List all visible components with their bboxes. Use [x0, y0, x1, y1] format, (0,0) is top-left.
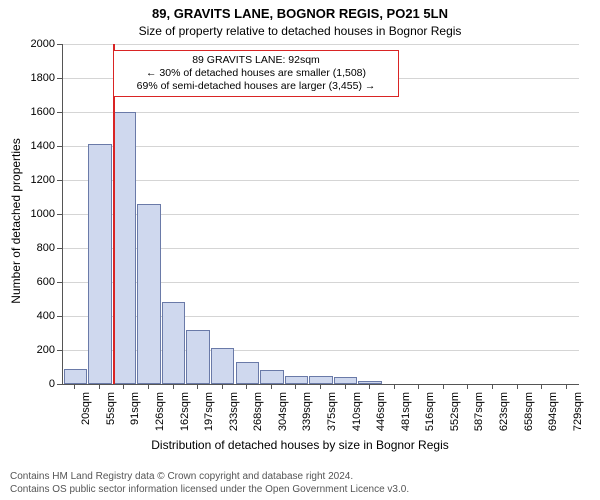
xtick-mark	[418, 384, 419, 389]
xtick-mark	[148, 384, 149, 389]
xtick-label: 91sqm	[129, 392, 141, 436]
xtick-mark	[369, 384, 370, 389]
xtick-label: 587sqm	[473, 392, 485, 436]
gridline	[63, 44, 579, 45]
xtick-mark	[271, 384, 272, 389]
xtick-mark	[320, 384, 321, 389]
footer-line2: Contains OS public sector information li…	[10, 484, 409, 497]
xtick-label: 20sqm	[80, 392, 92, 436]
bar	[260, 370, 283, 384]
ytick-mark	[57, 350, 62, 351]
ytick-mark	[57, 384, 62, 385]
ytick-mark	[57, 316, 62, 317]
xtick-label: 55sqm	[105, 392, 117, 436]
bar	[113, 112, 136, 384]
bar	[334, 377, 357, 384]
xtick-mark	[394, 384, 395, 389]
xtick-mark	[467, 384, 468, 389]
chart-subtitle: Size of property relative to detached ho…	[0, 24, 600, 38]
ytick-label: 2000	[31, 38, 55, 50]
ytick-mark	[57, 214, 62, 215]
ytick-label: 1200	[31, 174, 55, 186]
bar	[162, 302, 185, 384]
ytick-mark	[57, 44, 62, 45]
x-axis-title: Distribution of detached houses by size …	[0, 438, 600, 452]
xtick-label: 339sqm	[301, 392, 313, 436]
xtick-mark	[295, 384, 296, 389]
y-axis-title: Number of detached properties	[9, 138, 23, 303]
annotation-line1: 89 GRAVITS LANE: 92sqm	[120, 54, 392, 67]
ytick-label: 200	[37, 344, 55, 356]
ytick-label: 600	[37, 276, 55, 288]
bar	[211, 348, 234, 384]
xtick-mark	[197, 384, 198, 389]
ytick-mark	[57, 78, 62, 79]
xtick-label: 658sqm	[523, 392, 535, 436]
xtick-mark	[345, 384, 346, 389]
xtick-label: 694sqm	[547, 392, 559, 436]
ytick-label: 1400	[31, 140, 55, 152]
xtick-label: 729sqm	[572, 392, 584, 436]
xtick-mark	[566, 384, 567, 389]
xtick-mark	[492, 384, 493, 389]
xtick-label: 623sqm	[498, 392, 510, 436]
xtick-mark	[123, 384, 124, 389]
xtick-mark	[173, 384, 174, 389]
xtick-mark	[541, 384, 542, 389]
annotation-line3: 69% of semi-detached houses are larger (…	[120, 80, 392, 93]
xtick-label: 162sqm	[179, 392, 191, 436]
bar	[285, 376, 308, 385]
xtick-mark	[246, 384, 247, 389]
footer: Contains HM Land Registry data © Crown c…	[10, 471, 409, 496]
xtick-mark	[443, 384, 444, 389]
chart-title: 89, GRAVITS LANE, BOGNOR REGIS, PO21 5LN	[0, 6, 600, 21]
xtick-label: 197sqm	[203, 392, 215, 436]
xtick-mark	[99, 384, 100, 389]
xtick-label: 516sqm	[424, 392, 436, 436]
ytick-mark	[57, 180, 62, 181]
ytick-mark	[57, 282, 62, 283]
annotation-line2: ← 30% of detached houses are smaller (1,…	[120, 67, 392, 80]
ytick-label: 0	[49, 378, 55, 390]
xtick-mark	[517, 384, 518, 389]
bar	[137, 204, 160, 384]
bar	[236, 362, 259, 384]
xtick-label: 233sqm	[228, 392, 240, 436]
xtick-label: 481sqm	[400, 392, 412, 436]
bar	[309, 376, 332, 385]
ytick-mark	[57, 112, 62, 113]
gridline	[63, 146, 579, 147]
xtick-label: 304sqm	[277, 392, 289, 436]
bar	[64, 369, 87, 384]
gridline	[63, 180, 579, 181]
xtick-label: 446sqm	[375, 392, 387, 436]
ytick-label: 400	[37, 310, 55, 322]
xtick-label: 126sqm	[154, 392, 166, 436]
ytick-label: 800	[37, 242, 55, 254]
xtick-label: 410sqm	[351, 392, 363, 436]
bar	[186, 330, 209, 384]
bar	[88, 144, 111, 384]
gridline	[63, 112, 579, 113]
footer-line1: Contains HM Land Registry data © Crown c…	[10, 471, 409, 484]
xtick-mark	[74, 384, 75, 389]
ytick-mark	[57, 248, 62, 249]
marker-annotation: 89 GRAVITS LANE: 92sqm ← 30% of detached…	[113, 50, 399, 97]
xtick-label: 375sqm	[326, 392, 338, 436]
ytick-label: 1800	[31, 72, 55, 84]
xtick-mark	[222, 384, 223, 389]
xtick-label: 552sqm	[449, 392, 461, 436]
xtick-label: 268sqm	[252, 392, 264, 436]
ytick-label: 1000	[31, 208, 55, 220]
plot-area: 89 GRAVITS LANE: 92sqm ← 30% of detached…	[62, 44, 579, 385]
ytick-label: 1600	[31, 106, 55, 118]
ytick-mark	[57, 146, 62, 147]
